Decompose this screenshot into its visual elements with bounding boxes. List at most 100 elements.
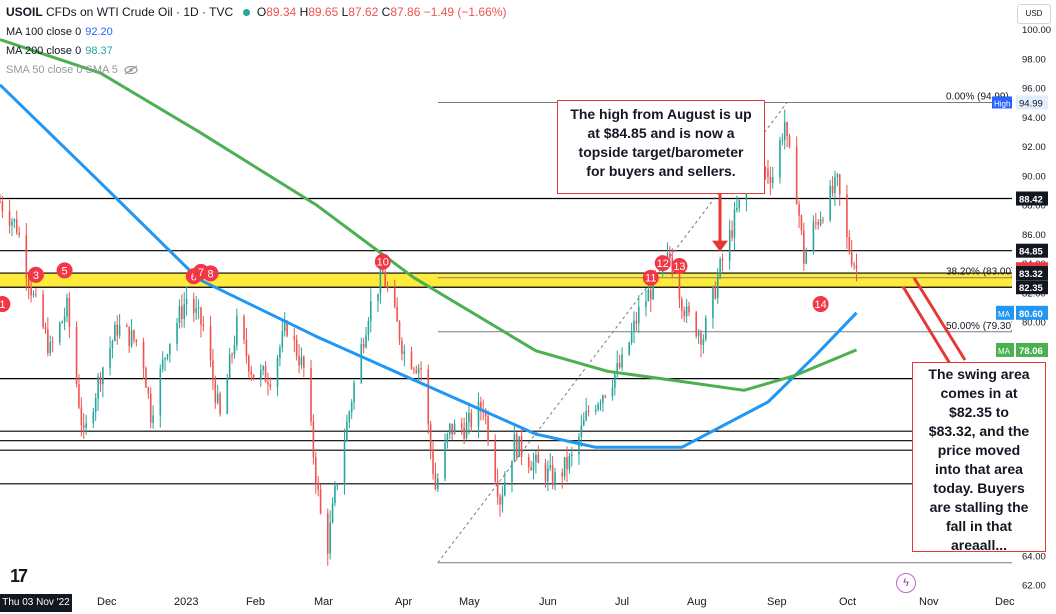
- candle-body: [15, 219, 18, 233]
- candle-body: [295, 339, 298, 357]
- symbol: USOIL: [6, 5, 43, 19]
- candle-body: [61, 321, 64, 324]
- marker-label: 3: [33, 270, 39, 282]
- low-value: 87.62: [348, 5, 379, 19]
- callout-august-high: The high from August is up at $84.85 and…: [557, 100, 765, 194]
- candle-body: [262, 366, 264, 371]
- candle-body: [226, 377, 229, 414]
- swing-zone: [0, 273, 1012, 288]
- ma200-label: MA 200 close 0: [6, 45, 82, 57]
- callout-arrows: [712, 192, 967, 373]
- candle-body: [815, 221, 817, 223]
- currency-selector[interactable]: USD: [1017, 4, 1051, 24]
- candle-body: [348, 412, 351, 422]
- marker-badge: [671, 258, 688, 275]
- candle-body: [795, 146, 798, 205]
- price-tick-label: 86.00: [1022, 230, 1046, 241]
- price-label-value: 82.35: [1019, 283, 1043, 294]
- candle-body: [116, 324, 119, 336]
- sma50-legend[interactable]: SMA 50 close 0 SMA 5: [6, 64, 138, 76]
- candle-body: [51, 341, 54, 343]
- marker-badge: [812, 296, 829, 313]
- candle-body: [212, 360, 214, 381]
- candle-body: [310, 367, 312, 422]
- tradingview-logo-icon[interactable]: 17: [10, 566, 28, 586]
- candle-body: [329, 522, 331, 554]
- candle-body: [451, 423, 453, 435]
- time-tick-label: Jun: [539, 596, 557, 608]
- currency-label: USD: [1025, 9, 1043, 18]
- candle-body: [635, 320, 638, 324]
- candle-body: [604, 395, 607, 397]
- candle-body: [381, 268, 384, 272]
- candle-body: [618, 363, 621, 368]
- candle-body: [300, 356, 303, 366]
- price-tick-label: 88.00: [1022, 201, 1046, 212]
- callout-line: $83.32, and the: [928, 423, 1030, 439]
- marker-badge: [0, 296, 11, 313]
- ma200-value: 98.37: [85, 45, 113, 57]
- price-label-value: 94.99: [1019, 98, 1043, 109]
- time-tick-label: 2023: [174, 596, 199, 608]
- candle-body: [181, 306, 183, 319]
- candle-body: [855, 265, 858, 269]
- marker-label: 1: [0, 299, 5, 311]
- callout-line: areaall...: [950, 537, 1008, 553]
- candle-body: [164, 358, 166, 360]
- marker-label: 5: [62, 265, 68, 277]
- candle-body: [281, 331, 284, 348]
- time-tick-label: Oct: [839, 596, 857, 608]
- price-label-value: 78.06: [1019, 346, 1043, 357]
- eye-hidden-icon[interactable]: [124, 65, 138, 75]
- candle-body: [764, 168, 767, 170]
- price-label-tag-text: High: [994, 99, 1010, 108]
- candle-body: [446, 434, 449, 443]
- candle-body: [293, 335, 296, 340]
- swing-zone-band: [0, 273, 1012, 288]
- candle-body: [68, 297, 71, 328]
- candle-body: [714, 286, 717, 299]
- candle-body: [448, 423, 451, 435]
- candle-body: [18, 232, 20, 236]
- ma200-legend[interactable]: MA 200 close 0 98.37: [6, 45, 113, 57]
- callout-line: $82.35 to: [949, 404, 1009, 420]
- change-value: −1.49 (−1.66%): [423, 5, 507, 19]
- candle-body: [695, 312, 697, 337]
- candle-body: [530, 467, 532, 471]
- lightning-icon[interactable]: ϟ: [896, 573, 916, 593]
- callout-line: The swing area: [928, 366, 1030, 382]
- candle-body: [513, 434, 516, 461]
- candle-body: [216, 393, 219, 403]
- candle-body: [803, 230, 805, 264]
- candle-body: [195, 308, 197, 313]
- close-value: 87.86: [390, 5, 421, 19]
- candle-body: [487, 416, 489, 442]
- candle-body: [317, 483, 319, 490]
- candle-body: [621, 354, 623, 368]
- candle-body: [501, 495, 504, 505]
- candle-body: [66, 297, 68, 317]
- candle-body: [379, 268, 382, 294]
- horizontal-levels: [0, 197, 1012, 485]
- candle-body: [398, 321, 401, 341]
- fib-level-label: 0.00% (94.99): [946, 91, 1009, 102]
- candle-body: [465, 422, 468, 439]
- candle-body: [783, 122, 786, 140]
- candle-body: [111, 341, 114, 348]
- candle-body: [614, 374, 616, 388]
- candle-body: [645, 301, 647, 307]
- candle-body: [470, 412, 473, 427]
- candle-body: [496, 481, 499, 497]
- candle-body: [599, 402, 602, 405]
- ma100-legend[interactable]: MA 100 close 0 92.20: [6, 26, 113, 38]
- candle-body: [279, 347, 281, 358]
- candle-body: [326, 513, 329, 554]
- candle-body: [82, 425, 85, 428]
- candle-body: [712, 286, 714, 318]
- candle-body: [736, 207, 738, 211]
- candle-body: [135, 339, 138, 342]
- fib-level-label: 38.20% (83.00): [946, 267, 1014, 278]
- candle-body: [688, 306, 690, 313]
- candle-body: [128, 326, 130, 346]
